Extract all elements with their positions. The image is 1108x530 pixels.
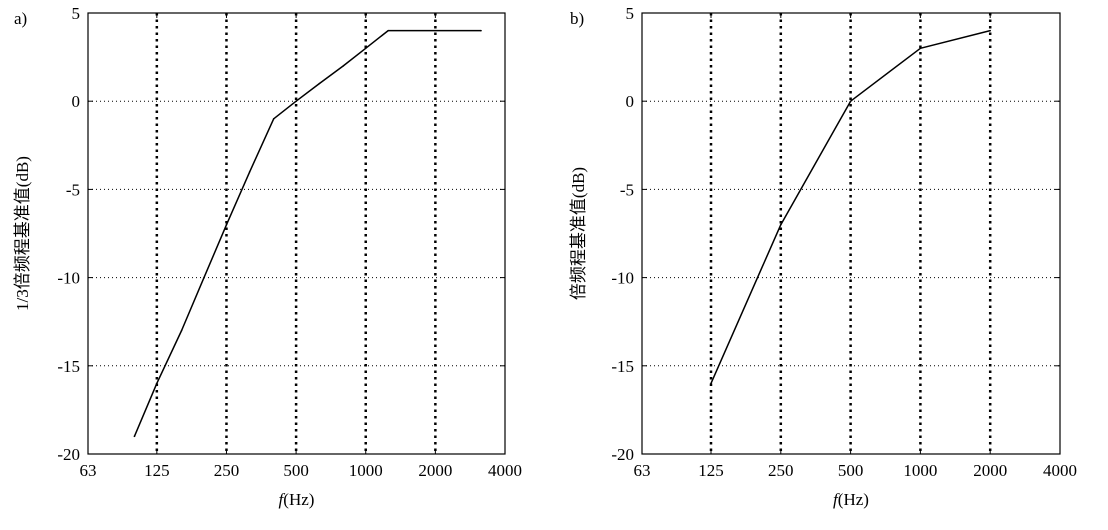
x-tick-label: 1000 [349, 461, 383, 480]
data-point [225, 223, 228, 226]
y-tick-label: 5 [626, 4, 635, 23]
data-point [203, 276, 205, 279]
x-axis-label-italic: f [279, 490, 286, 509]
data-point [989, 29, 991, 32]
x-tick-label: 500 [283, 461, 309, 480]
panel-label: a) [14, 9, 27, 28]
data-point [318, 82, 321, 85]
data-point [342, 65, 345, 67]
x-tick-label: 63 [80, 461, 97, 480]
data-point [710, 382, 712, 385]
y-tick-label: 0 [626, 92, 635, 111]
x-tick-label: 4000 [488, 461, 522, 480]
y-axis-label: 倍频程基准值(dB) [569, 167, 588, 300]
series-line [133, 29, 481, 437]
y-tick-label: -20 [57, 445, 80, 464]
y-tick-label: 0 [72, 92, 81, 111]
x-tick-label: 125 [698, 461, 724, 480]
x-tick-label: 63 [634, 461, 651, 480]
y-tick-label: -15 [57, 357, 80, 376]
data-point [364, 47, 367, 50]
y-tick-label: -20 [611, 445, 634, 464]
y-tick-label: -10 [57, 269, 80, 288]
panel-label: b) [570, 9, 584, 28]
x-axis-label: f(Hz) [279, 490, 315, 509]
x-axis-label-unit: (Hz) [838, 490, 869, 509]
data-point [919, 47, 922, 50]
y-axis-label: 1/3倍频程基准值(dB) [13, 156, 32, 311]
x-tick-label: 500 [838, 461, 864, 480]
data-point [272, 118, 275, 120]
x-tick-label: 2000 [418, 461, 452, 480]
data-point [248, 170, 251, 173]
y-tick-label: -5 [620, 180, 634, 199]
x-tick-label: 125 [144, 461, 170, 480]
y-tick-label: -15 [611, 357, 634, 376]
x-tick-label: 250 [214, 461, 240, 480]
data-point [156, 382, 158, 385]
data-point [480, 29, 482, 32]
y-tick-label: 5 [72, 4, 81, 23]
data-point [133, 435, 136, 438]
x-tick-label: 2000 [973, 461, 1007, 480]
data-point [387, 29, 389, 32]
data-point [295, 100, 297, 102]
y-tick-label: -10 [611, 269, 634, 288]
data-point [779, 223, 782, 226]
x-axis-label-unit: (Hz) [283, 490, 314, 509]
data-point [180, 329, 183, 332]
data-point [849, 100, 852, 102]
series-line [710, 29, 991, 384]
x-tick-label: 250 [768, 461, 794, 480]
x-tick-label: 4000 [1043, 461, 1077, 480]
x-axis-label-italic: f [833, 490, 840, 509]
x-axis-label: f(Hz) [833, 490, 869, 509]
x-tick-label: 1000 [903, 461, 937, 480]
y-tick-label: -5 [66, 180, 80, 199]
